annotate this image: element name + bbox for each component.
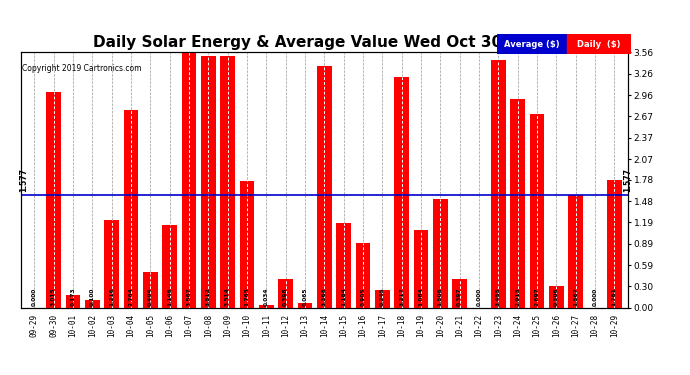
Text: 1.184: 1.184 <box>341 288 346 306</box>
Text: 0.000: 0.000 <box>477 288 482 306</box>
Text: 1.216: 1.216 <box>109 288 114 306</box>
Bar <box>530 114 544 308</box>
Text: 0.398: 0.398 <box>283 288 288 306</box>
Bar <box>569 195 583 308</box>
Bar <box>181 52 196 308</box>
Bar <box>511 99 525 308</box>
Bar <box>46 92 61 308</box>
Text: 0.000: 0.000 <box>593 288 598 306</box>
Bar <box>337 223 351 308</box>
Text: 3.217: 3.217 <box>399 288 404 306</box>
Text: 1.084: 1.084 <box>419 288 424 306</box>
Bar <box>549 286 564 308</box>
Bar <box>414 230 428 308</box>
Bar <box>85 300 99 307</box>
Bar <box>278 279 293 308</box>
Text: 3.455: 3.455 <box>496 288 501 306</box>
Text: 1.781: 1.781 <box>612 288 617 306</box>
Bar <box>124 110 138 308</box>
Text: 0.034: 0.034 <box>264 288 269 306</box>
Bar <box>259 305 273 308</box>
Text: 2.764: 2.764 <box>128 288 133 306</box>
Bar <box>375 290 390 308</box>
Bar <box>566 34 631 54</box>
Text: Daily  ($): Daily ($) <box>578 40 621 49</box>
Bar <box>162 225 177 308</box>
Text: Copyright 2019 Cartronics.com: Copyright 2019 Cartronics.com <box>21 64 141 73</box>
Text: 0.905: 0.905 <box>360 288 366 306</box>
Text: 0.000: 0.000 <box>32 288 37 306</box>
Text: 1.508: 1.508 <box>438 288 443 306</box>
Bar <box>317 66 332 308</box>
Bar <box>607 180 622 308</box>
Text: 3.514: 3.514 <box>225 288 230 306</box>
Bar <box>395 77 409 308</box>
Bar <box>239 181 254 308</box>
Bar <box>104 220 119 308</box>
Text: 1.577: 1.577 <box>19 168 28 192</box>
Bar <box>491 60 506 308</box>
Text: 2.913: 2.913 <box>515 288 520 306</box>
Bar <box>433 200 448 308</box>
Text: 0.065: 0.065 <box>302 288 308 306</box>
Text: 1.765: 1.765 <box>244 288 250 306</box>
Title: Daily Solar Energy & Average Value Wed Oct 30 17:35: Daily Solar Energy & Average Value Wed O… <box>92 35 556 50</box>
Bar <box>297 303 312 307</box>
Text: 0.100: 0.100 <box>90 288 95 306</box>
Text: 3.567: 3.567 <box>186 288 191 306</box>
Text: 2.697: 2.697 <box>535 288 540 306</box>
Text: 0.173: 0.173 <box>70 288 75 306</box>
Bar <box>453 279 467 308</box>
Bar <box>143 272 157 308</box>
Text: Average ($): Average ($) <box>504 40 560 49</box>
Bar <box>356 243 371 308</box>
Text: 1.146: 1.146 <box>167 288 172 306</box>
Text: 0.494: 0.494 <box>148 288 152 306</box>
Text: 1.577: 1.577 <box>623 168 632 192</box>
Text: 3.368: 3.368 <box>322 288 327 306</box>
Text: 3.015: 3.015 <box>51 288 56 306</box>
Text: 0.245: 0.245 <box>380 288 385 306</box>
Bar <box>201 56 215 308</box>
Text: 0.397: 0.397 <box>457 288 462 306</box>
Text: 3.512: 3.512 <box>206 288 210 306</box>
Bar <box>66 295 80 307</box>
Text: 0.306: 0.306 <box>554 288 559 306</box>
Bar <box>497 34 566 54</box>
Text: 1.567: 1.567 <box>573 288 578 306</box>
Bar <box>220 56 235 308</box>
